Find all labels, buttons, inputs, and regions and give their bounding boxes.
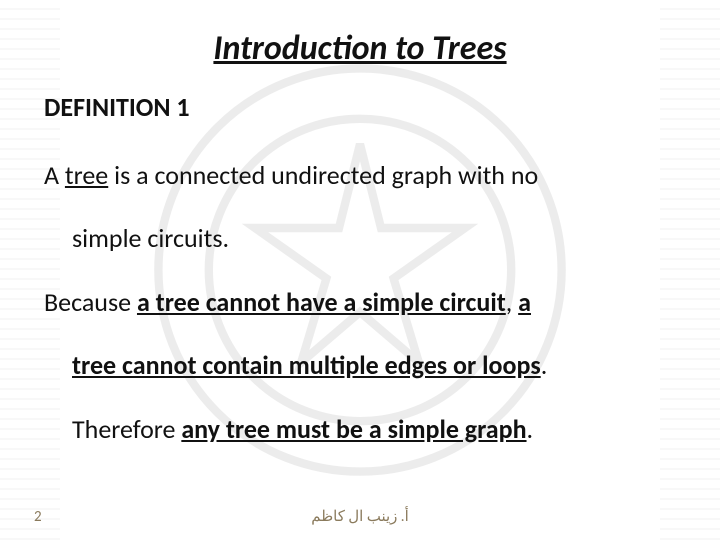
- emph-2b: tree cannot contain multiple edges or lo…: [72, 349, 541, 381]
- text: is a connected undirected graph with no: [108, 159, 538, 191]
- slide-title: Introduction to Trees: [44, 28, 676, 69]
- paragraph-2-line-1: Because a tree cannot have a simple circ…: [44, 278, 676, 327]
- text: ,: [506, 286, 518, 318]
- author-name: أ. زينب ال كاظم: [311, 507, 409, 526]
- text: .: [541, 349, 548, 381]
- emph-2a: a: [518, 286, 531, 318]
- text: A: [44, 159, 65, 191]
- paragraph-2-line-2: tree cannot contain multiple edges or lo…: [44, 341, 676, 390]
- body-text: A tree is a connected undirected graph w…: [44, 151, 676, 454]
- slide-container: Introduction to Trees DEFINITION 1 A tre…: [0, 0, 720, 540]
- emph-1: a tree cannot have a simple circuit: [137, 286, 506, 318]
- definition-label: DEFINITION 1: [44, 91, 676, 123]
- text: .: [527, 413, 534, 445]
- text: Therefore: [72, 413, 181, 445]
- term-tree: tree: [65, 159, 108, 191]
- text: Because: [44, 286, 137, 318]
- paragraph-1-line-2: simple circuits.: [44, 214, 676, 263]
- emph-3: any tree must be a simple graph: [181, 413, 526, 445]
- paragraph-1-line-1: A tree is a connected undirected graph w…: [44, 151, 676, 200]
- page-number: 2: [34, 508, 42, 526]
- paragraph-3: Therefore any tree must be a simple grap…: [44, 405, 676, 454]
